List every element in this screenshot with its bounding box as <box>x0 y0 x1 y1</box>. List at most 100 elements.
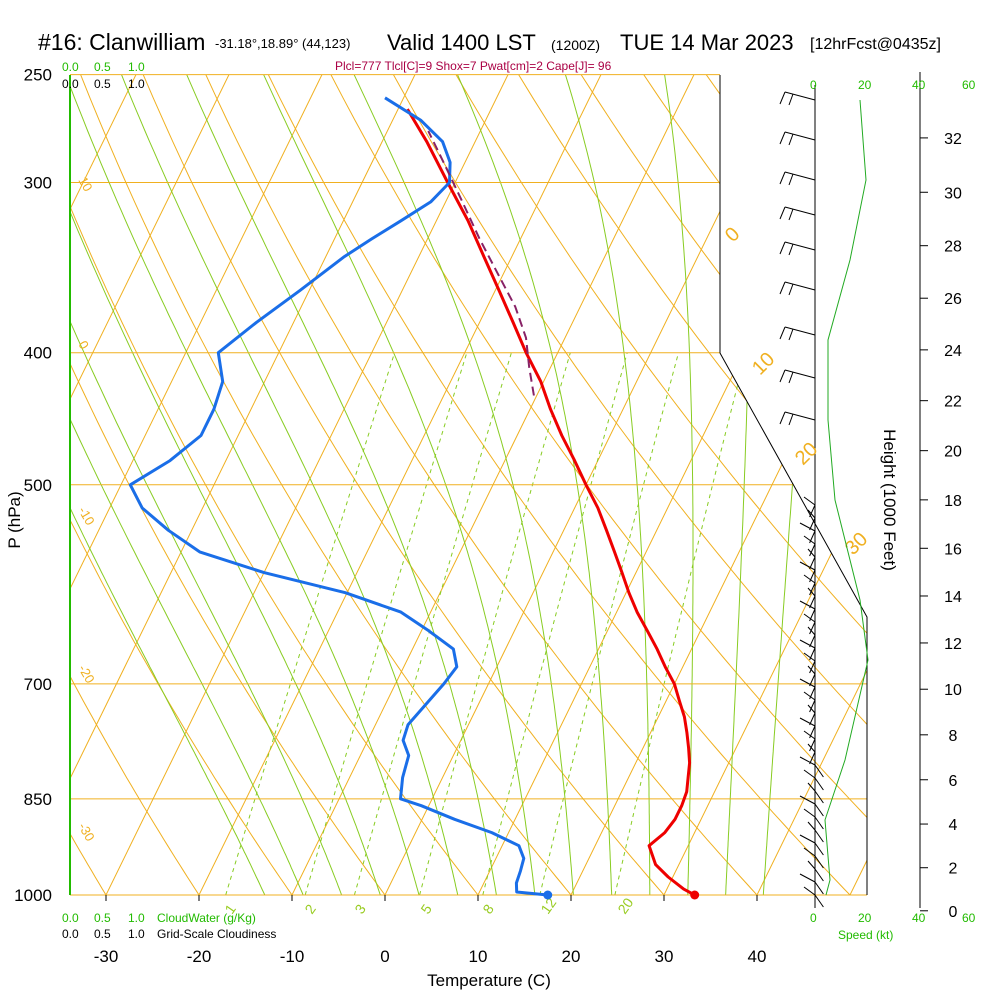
wind-barb <box>803 769 824 791</box>
cloudiness-label: Grid-Scale Cloudiness <box>157 927 276 941</box>
dry-adiabat-line <box>70 75 407 895</box>
wind-speed-label: Speed (kt) <box>838 928 893 942</box>
dry-adiabat-line <box>627 75 867 895</box>
height-tick-label: 8 <box>949 728 958 745</box>
wind-scale-top-40: 40 <box>912 78 926 92</box>
wind-barb <box>803 886 824 908</box>
dry-adiabat-line <box>441 75 867 895</box>
dry-adiabat-line <box>70 75 219 895</box>
dry-adiabat-line <box>565 75 867 895</box>
wind-barb <box>803 613 816 635</box>
pressure-tick-label: 250 <box>24 66 52 85</box>
wind-barb <box>803 535 816 557</box>
station-title: #16: Clanwilliam <box>38 29 205 55</box>
mixing-ratio-label: 5 <box>417 901 435 917</box>
temperature-tick-label: 40 <box>748 947 767 966</box>
height-tick-label: 28 <box>944 239 962 256</box>
mixing-ratio-label: 3 <box>351 901 369 917</box>
pressure-tick-label: 300 <box>24 174 52 193</box>
height-tick-label: 32 <box>944 131 962 148</box>
dry-adiabat-label: 10 <box>75 174 95 194</box>
height-tick-label: 24 <box>944 343 962 360</box>
bottom-scale-black-1: 0.5 <box>94 927 111 941</box>
height-tick-label: 30 <box>944 185 962 202</box>
bottom-scale-green-2: 1.0 <box>128 911 145 925</box>
wind-barb <box>779 369 816 384</box>
temperature-tick-label: -20 <box>187 947 212 966</box>
isotherm-line <box>835 75 867 895</box>
wind-barb <box>799 600 816 622</box>
moist-adiabat-line <box>660 75 694 895</box>
dry-adiabat-line <box>70 75 596 895</box>
wind-barb <box>807 509 816 531</box>
mixing-ratio-line <box>353 352 512 895</box>
wind-barb <box>799 756 824 778</box>
wind-barb <box>803 574 816 596</box>
pressure-tick-label: 850 <box>24 790 52 809</box>
isotherm-line <box>70 75 428 895</box>
wind-scale-bottom-40: 40 <box>912 911 926 925</box>
dry-adiabat-label: -20 <box>75 662 97 686</box>
moist-adiabat-line <box>252 75 539 895</box>
pressure-tick-label: 400 <box>24 344 52 363</box>
wind-barb <box>799 678 816 700</box>
wind-barb <box>779 131 816 146</box>
top-scale-black-1: 0.5 <box>94 77 111 91</box>
temperature-tick-label: -10 <box>280 947 305 966</box>
wind-barb <box>807 665 816 687</box>
height-tick-label: 6 <box>949 773 958 790</box>
dry-adiabat-line <box>503 75 867 895</box>
wind-barb <box>807 704 816 726</box>
wind-barb <box>799 717 816 739</box>
wind-barb <box>803 847 824 869</box>
wind-barb <box>803 496 816 518</box>
dry-adiabat-line <box>689 75 867 895</box>
dry-adiabat-label: 0 <box>721 223 744 246</box>
wind-barb <box>799 522 816 544</box>
height-tick-label: 12 <box>944 636 962 653</box>
moist-adiabat-line <box>70 75 316 895</box>
dewpoint-profile <box>128 96 548 897</box>
height-tick-label: 2 <box>949 861 958 878</box>
height-tick-label: 10 <box>944 682 962 699</box>
wind-barb <box>807 587 816 609</box>
wind-barb <box>807 548 816 570</box>
wind-barb <box>803 691 816 713</box>
wind-barb <box>779 171 816 186</box>
dry-adiabat-line <box>812 75 867 895</box>
top-scale-green-0: 0.0 <box>62 60 79 74</box>
height-tick-label: 22 <box>944 394 962 411</box>
height-tick-label: 4 <box>949 817 958 834</box>
wind-barb <box>779 411 816 426</box>
dry-adiabat-label: 20 <box>791 438 822 469</box>
dry-adiabat-line <box>750 75 867 895</box>
mixing-ratio-label: 2 <box>301 901 319 917</box>
wind-barb <box>807 821 824 843</box>
wind-scale-top-20: 20 <box>858 78 872 92</box>
top-scale-green-1: 0.5 <box>94 60 111 74</box>
dry-adiabat-label: 10 <box>748 348 779 379</box>
plot-frame-right <box>719 75 868 895</box>
wind-barb <box>779 281 816 296</box>
dry-adiabat-line <box>937 50 1000 924</box>
mixing-ratio-label: 8 <box>479 901 497 917</box>
top-scale-green-2: 1.0 <box>128 60 145 74</box>
temperature-profile <box>406 108 696 897</box>
dry-adiabat-label: -10 <box>75 504 97 528</box>
wind-barb <box>807 860 824 882</box>
isotherm-line <box>70 75 149 895</box>
dry-adiabat-line <box>132 75 690 895</box>
dry-adiabat-line <box>70 75 125 895</box>
wind-barb <box>779 241 816 256</box>
valid-time: Valid 1400 LST <box>387 30 536 55</box>
wind-barb <box>803 730 816 752</box>
wind-barb <box>779 326 816 341</box>
temperature-axis-title: Temperature (C) <box>427 971 551 990</box>
cloudwater-label: CloudWater (g/Kg) <box>157 911 256 925</box>
parcel-profile <box>427 130 535 396</box>
temperature-tick-label: -30 <box>94 947 119 966</box>
isotherm-line <box>556 75 867 895</box>
wind-scale-bottom-0: 0 <box>810 911 817 925</box>
wind-barb <box>799 639 816 661</box>
